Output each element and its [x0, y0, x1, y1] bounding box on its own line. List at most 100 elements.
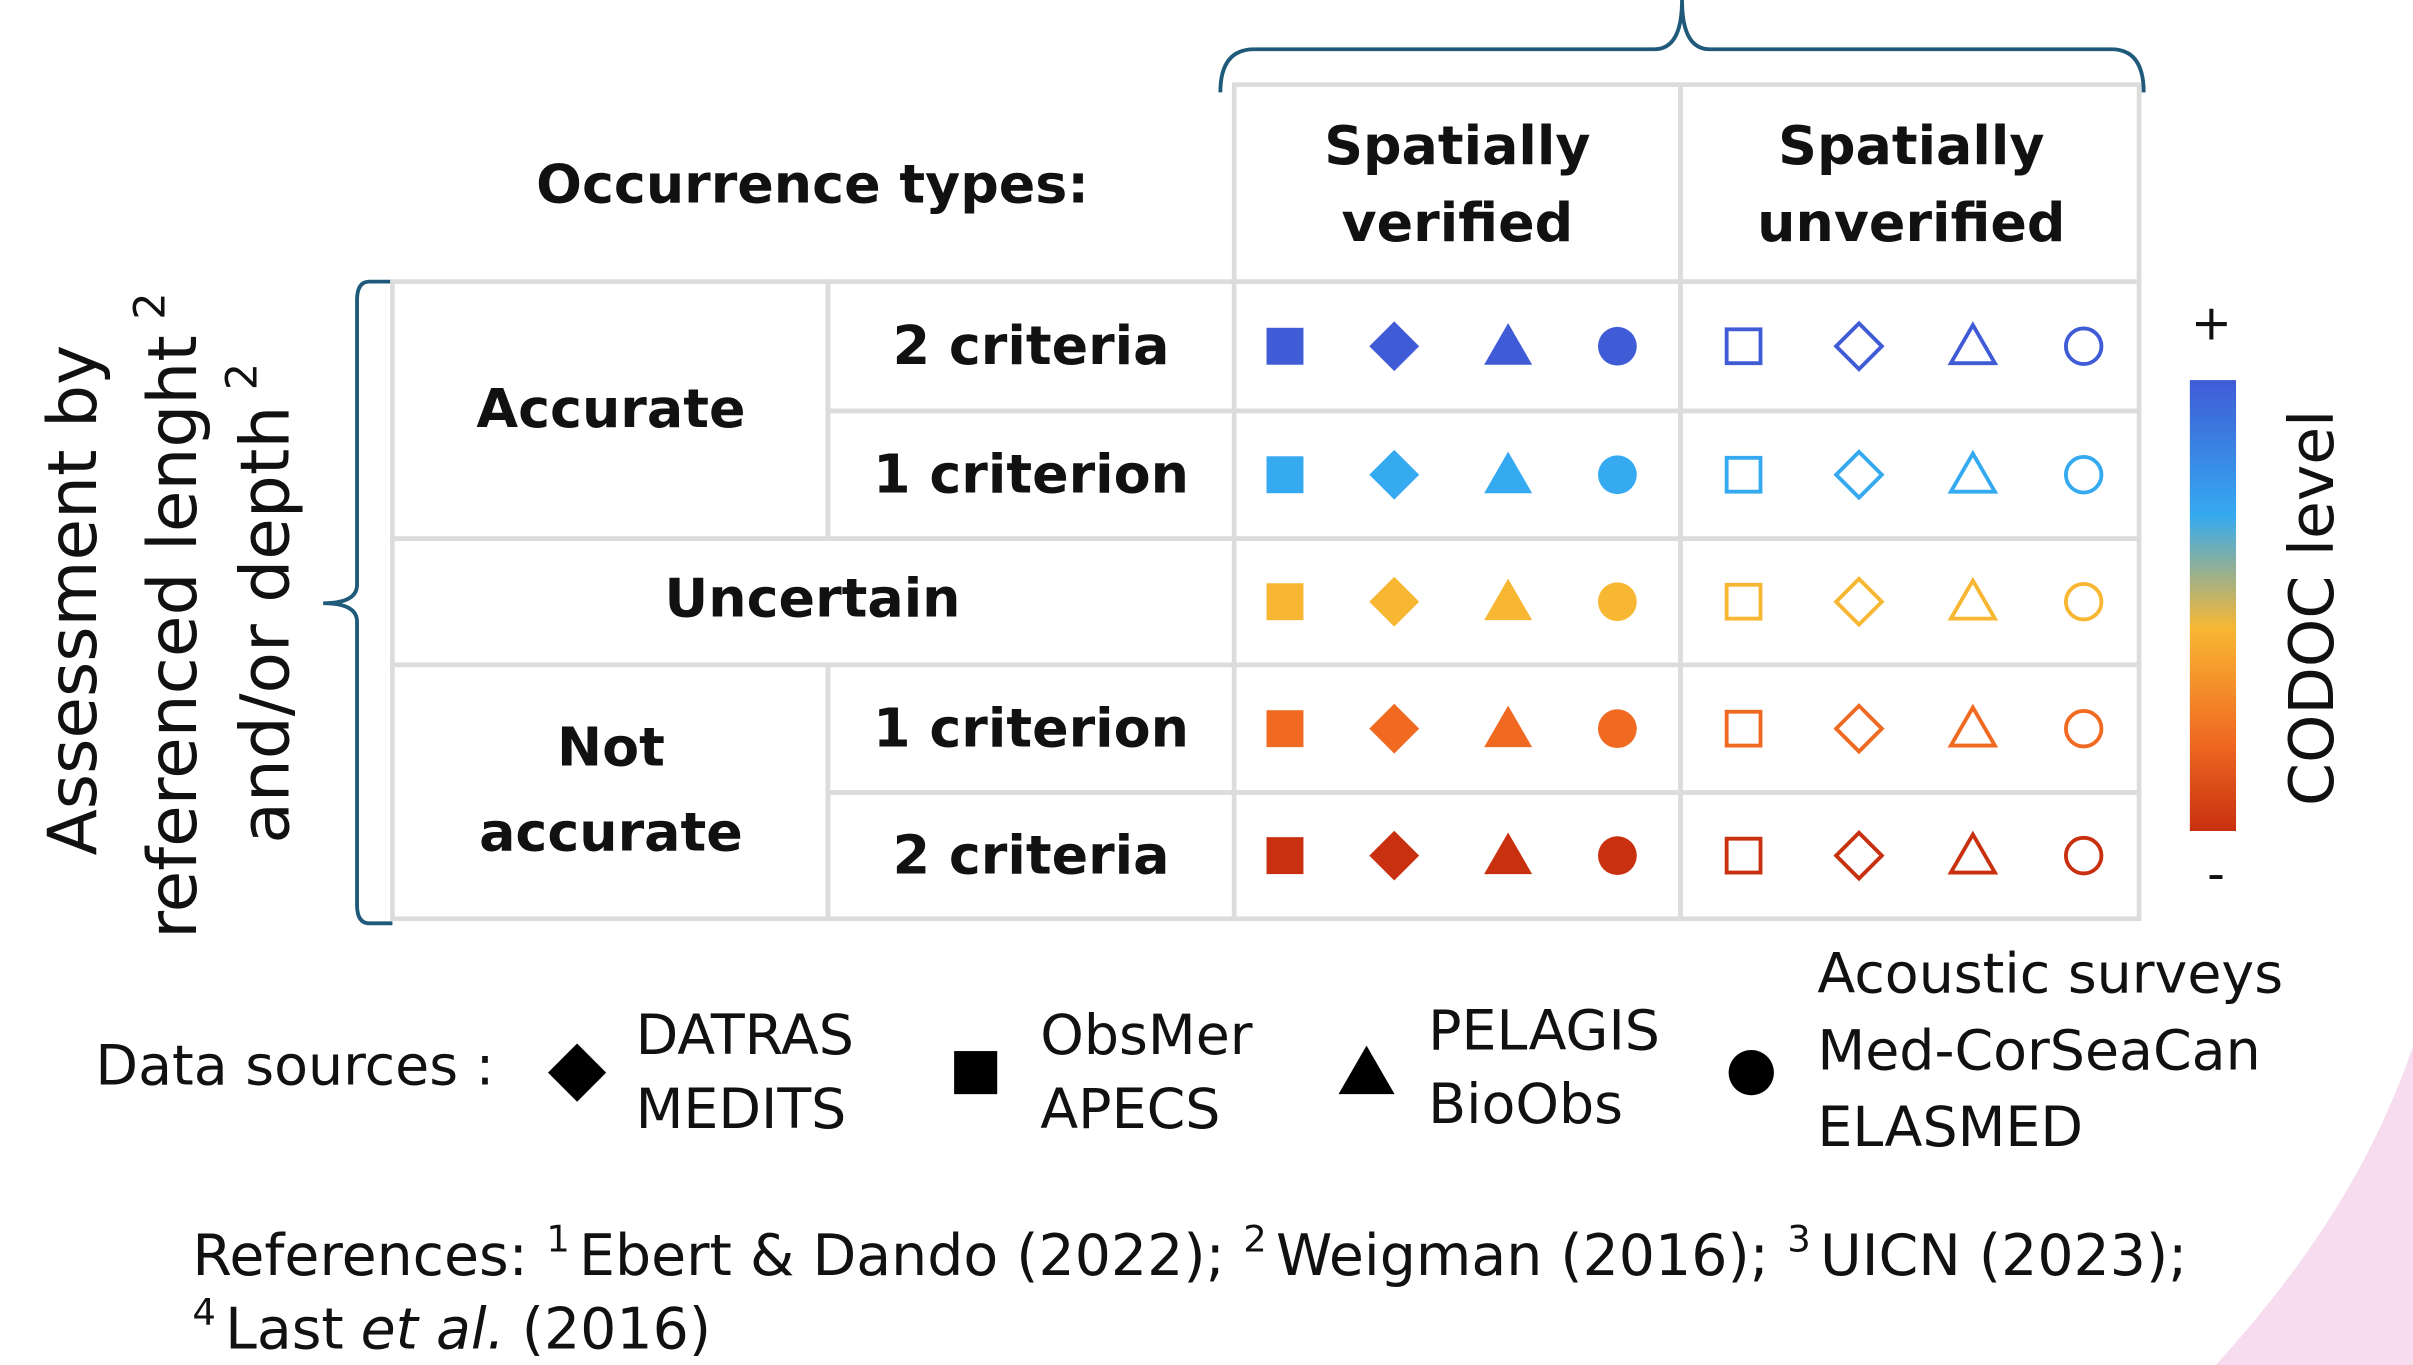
- square-symbol: [1724, 327, 1763, 366]
- square-symbol: [1724, 836, 1763, 875]
- circle-symbol: [1728, 1049, 1774, 1096]
- cell: [1678, 790, 2142, 922]
- colorbar-label: CODOC level: [2276, 410, 2348, 806]
- square-symbol: [1724, 709, 1763, 748]
- column-header: Spatially: [1324, 114, 1590, 177]
- colorbar-top: +: [2191, 294, 2232, 352]
- square-symbol: [1266, 327, 1304, 365]
- source-name: DATRAS: [636, 1004, 854, 1068]
- table: Spatially verified Spatially unverified Accu…: [390, 82, 2142, 922]
- cell: [1678, 408, 2142, 541]
- cell: [825, 790, 1237, 922]
- square-symbol: [1266, 456, 1304, 494]
- triangle-symbol: [1947, 576, 1999, 621]
- reference-sup: 1: [546, 1217, 570, 1260]
- axis-label-text: Assessment by: [32, 345, 111, 856]
- square-symbol: [1724, 582, 1763, 621]
- circle-symbol: [2063, 582, 2104, 622]
- triangle-symbol: [1947, 703, 1999, 748]
- triangle-symbol: [1947, 321, 1999, 366]
- diamond-symbol: [1369, 321, 1420, 372]
- reference-text: Weigman (2016);: [1276, 1222, 1769, 1288]
- axis-label-line: and/or depth 2: [217, 363, 304, 844]
- circle-symbol: [2063, 455, 2104, 495]
- header-label: Occurrence types:: [536, 152, 1089, 215]
- corner-decoration: [2216, 1046, 2413, 1365]
- circle-symbol: [1597, 836, 1637, 876]
- triangle-symbol: [1338, 1045, 1395, 1095]
- reference-sup: 3: [1787, 1217, 1811, 1260]
- source-name: MEDITS: [636, 1078, 847, 1142]
- references-line: 4 Last et al. (2016): [192, 1291, 711, 1363]
- column-header: Spatially: [1778, 114, 2044, 177]
- reference-italic: et al.: [361, 1296, 505, 1362]
- triangle-symbol: [1947, 830, 1999, 875]
- diamond-symbol: [1833, 320, 1885, 372]
- axis-label-text: referenced lenght: [133, 335, 212, 939]
- circle-symbol: [2063, 326, 2104, 366]
- cell: [1678, 662, 2142, 795]
- row-label: 1 criterion: [873, 696, 1189, 759]
- source-name: APECS: [1040, 1078, 1220, 1142]
- axis-label-line: referenced lenght 2: [125, 292, 212, 938]
- reference-sup: 4: [192, 1291, 216, 1334]
- square-symbol: [1266, 710, 1304, 748]
- group-label: Uncertain: [665, 566, 961, 629]
- reference-text: (2016): [522, 1296, 711, 1362]
- reference-text: Last: [225, 1296, 344, 1362]
- reference-sup: 2: [1243, 1217, 1267, 1260]
- square-symbol: [954, 1051, 998, 1095]
- source-name: PELAGIS: [1428, 999, 1660, 1063]
- source-name: BioObs: [1428, 1073, 1623, 1137]
- circle-symbol: [1597, 709, 1637, 749]
- circle-symbol: [2063, 708, 2104, 749]
- circle-symbol: [1597, 326, 1637, 366]
- group-label: Accurate: [476, 377, 745, 440]
- cell: [1678, 279, 2142, 414]
- diamond-symbol: [1833, 830, 1885, 882]
- triangle-symbol: [1484, 451, 1533, 494]
- references: References: 1 Ebert & Dando (2022); 2 Weigma…: [192, 1217, 2187, 1362]
- references-label: References:: [192, 1222, 527, 1288]
- square-symbol: [1266, 837, 1304, 875]
- diamond-symbol: [1369, 703, 1420, 754]
- cell: [390, 662, 831, 922]
- diamond-symbol: [1369, 576, 1420, 627]
- row-label: 2 criteria: [893, 823, 1170, 886]
- triangle-symbol: [1484, 578, 1533, 621]
- references-line: References: 1 Ebert & Dando (2022); 2 Weigma…: [192, 1217, 2187, 1289]
- sources: DATRAS MEDITS ObsMer APECS PELAGIS BioObs Acou…: [548, 942, 2283, 1160]
- diamond-symbol: [1833, 449, 1885, 501]
- reference-text: UICN (2023);: [1820, 1222, 2187, 1288]
- circle-symbol: [1597, 582, 1637, 622]
- column-header: verified: [1342, 191, 1574, 254]
- triangle-symbol: [1484, 705, 1533, 748]
- group-label: Not: [557, 716, 665, 779]
- source-name: Med-CorSeaCan: [1817, 1019, 2260, 1083]
- cell: [825, 408, 1237, 541]
- diamond-symbol: [548, 1043, 607, 1102]
- source-name: ObsMer: [1040, 1004, 1252, 1068]
- circle-symbol: [1597, 455, 1637, 495]
- cell: [1678, 536, 2142, 668]
- axis-label-line: Assessment by: [32, 345, 111, 856]
- sources-label: Data sources :: [95, 1035, 494, 1099]
- diamond-symbol: [1833, 703, 1885, 755]
- top-brace: [1218, 0, 2146, 93]
- axis-label-sup: 2: [217, 363, 267, 390]
- triangle-symbol: [1947, 449, 1999, 494]
- diamond-symbol: [1369, 449, 1420, 500]
- row-label: 2 criteria: [893, 314, 1170, 377]
- source-name: Acoustic surveys: [1817, 942, 2283, 1006]
- axis-label-text: and/or depth: [225, 406, 304, 844]
- group-label: accurate: [479, 800, 743, 863]
- square-symbol: [1724, 455, 1763, 494]
- diamond-symbol: [1833, 576, 1885, 628]
- colorbar: [2189, 380, 2237, 832]
- circle-symbol: [2063, 835, 2104, 876]
- left-brace: [323, 279, 393, 926]
- square-symbol: [1266, 583, 1304, 621]
- triangle-symbol: [1484, 323, 1533, 365]
